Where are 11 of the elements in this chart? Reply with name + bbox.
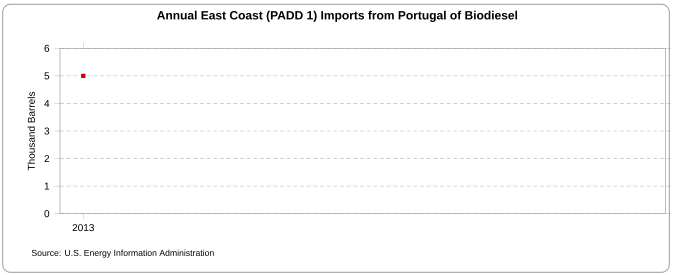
y-tick-label: 1 xyxy=(44,182,50,190)
text: Annual East Coast (PADD 1) Imports from Portugal of Biodiesel xyxy=(157,10,518,22)
y-tick-label: 4 xyxy=(44,100,50,107)
x-tick-label: 2013 xyxy=(72,224,94,232)
y-tick-label: 5 xyxy=(44,72,50,80)
y-tick-label: 2 xyxy=(44,155,50,162)
source-note: Source: U.S. Energy Information Administration xyxy=(32,250,214,258)
y-axis-title: Thousand Barrels xyxy=(28,92,35,170)
y-tick-label: 0 xyxy=(44,210,50,218)
y-tick-label: 3 xyxy=(44,127,50,135)
y-tick-label: 6 xyxy=(44,44,50,52)
